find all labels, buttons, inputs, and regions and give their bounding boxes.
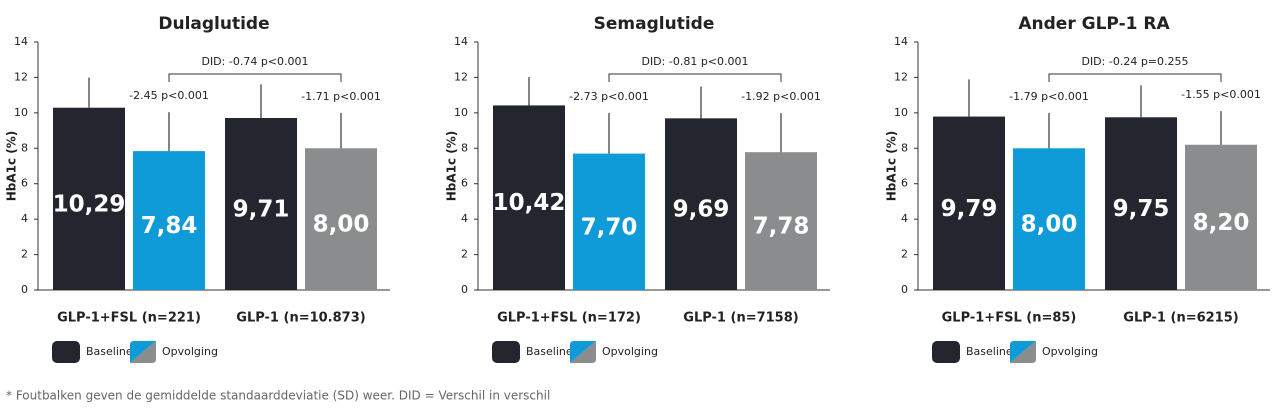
y-tick-label: 2 <box>21 248 28 261</box>
legend-label: Baseline <box>86 345 133 358</box>
chart-title: Dulaglutide <box>158 14 269 34</box>
y-tick-label: 0 <box>461 283 468 296</box>
legend-label: Opvolging <box>1042 345 1098 358</box>
y-tick-label: 6 <box>461 177 468 190</box>
y-tick-label: 2 <box>461 248 468 261</box>
data-label: 9,75 <box>1113 196 1170 222</box>
y-tick-label: 0 <box>21 283 28 296</box>
change-label: -1.71 p<0.001 <box>301 90 381 103</box>
did-label: DID: -0.81 p<0.001 <box>641 55 748 68</box>
data-label: 9,79 <box>941 196 998 222</box>
legend-swatch <box>492 341 520 363</box>
y-tick-label: 10 <box>454 106 468 119</box>
data-label: 10,42 <box>493 190 566 216</box>
y-tick-label: 10 <box>14 106 28 119</box>
legend-swatch <box>932 341 960 363</box>
change-label: -1.92 p<0.001 <box>741 90 821 103</box>
legend-swatch <box>52 341 80 363</box>
y-tick-label: 4 <box>21 212 28 225</box>
data-label: 7,78 <box>753 214 810 240</box>
data-label: 8,00 <box>313 212 370 238</box>
legend-label: Baseline <box>526 345 573 358</box>
bar <box>305 148 377 290</box>
legend-swatch <box>130 341 156 363</box>
y-tick-label: 6 <box>901 177 908 190</box>
change-label: -1.79 p<0.001 <box>1009 90 1089 103</box>
bar <box>53 107 125 290</box>
chart-title: Semaglutide <box>594 14 715 34</box>
did-bracket <box>1048 73 1222 82</box>
y-tick-label: 8 <box>21 141 28 154</box>
bar <box>1105 117 1177 291</box>
data-label: 9,69 <box>673 197 730 223</box>
bar <box>225 117 297 290</box>
x-tick-label: GLP-1+FSL (n=221) <box>57 311 201 326</box>
legend-label: Opvolging <box>602 345 658 358</box>
change-label: -2.45 p<0.001 <box>129 89 209 102</box>
bar <box>745 152 817 290</box>
change-label: -1.55 p<0.001 <box>1181 88 1261 101</box>
did-label: DID: -0.24 p=0.255 <box>1081 55 1188 68</box>
bar <box>493 105 565 290</box>
y-axis-label: HbA1c (%) <box>445 131 459 202</box>
chart-title: Ander GLP-1 RA <box>1018 14 1170 34</box>
bar <box>1185 144 1257 290</box>
x-tick-label: GLP-1 (n=7158) <box>683 311 798 326</box>
y-tick-label: 14 <box>14 35 28 48</box>
y-tick-label: 12 <box>14 70 28 83</box>
y-axis-label: HbA1c (%) <box>5 131 19 202</box>
data-label: 7,84 <box>141 213 198 239</box>
did-bracket <box>608 73 782 82</box>
bar <box>1013 148 1085 290</box>
did-label: DID: -0.74 p<0.001 <box>201 55 308 68</box>
y-tick-label: 4 <box>461 212 468 225</box>
x-tick-label: GLP-1 (n=10.873) <box>236 311 365 326</box>
y-tick-label: 14 <box>894 35 908 48</box>
bar <box>933 116 1005 290</box>
change-label: -2.73 p<0.001 <box>569 90 649 103</box>
data-label: 8,00 <box>1021 212 1078 238</box>
legend-swatch <box>570 341 596 363</box>
data-label: 10,29 <box>53 191 126 217</box>
did-bracket <box>168 73 342 82</box>
y-tick-label: 4 <box>901 212 908 225</box>
legend-label: Opvolging <box>162 345 218 358</box>
data-label: 7,70 <box>581 214 638 240</box>
x-tick-label: GLP-1+FSL (n=172) <box>497 311 641 326</box>
y-tick-label: 10 <box>894 106 908 119</box>
x-tick-label: GLP-1+FSL (n=85) <box>942 311 1077 326</box>
y-tick-label: 0 <box>901 283 908 296</box>
y-tick-label: 8 <box>901 141 908 154</box>
legend-label: Baseline <box>966 345 1013 358</box>
y-tick-label: 8 <box>461 141 468 154</box>
y-tick-label: 6 <box>21 177 28 190</box>
y-tick-label: 14 <box>454 35 468 48</box>
x-tick-label: GLP-1 (n=6215) <box>1123 311 1238 326</box>
bar <box>133 151 205 290</box>
footnote: * Foutbalken geven de gemiddelde standaa… <box>6 389 550 403</box>
y-axis-label: HbA1c (%) <box>885 131 899 202</box>
y-tick-label: 2 <box>901 248 908 261</box>
data-label: 8,20 <box>1193 210 1250 236</box>
legend-swatch <box>1010 341 1036 363</box>
y-tick-label: 12 <box>454 70 468 83</box>
bar <box>665 118 737 290</box>
bar <box>573 153 645 290</box>
y-tick-label: 12 <box>894 70 908 83</box>
data-label: 9,71 <box>233 196 290 222</box>
